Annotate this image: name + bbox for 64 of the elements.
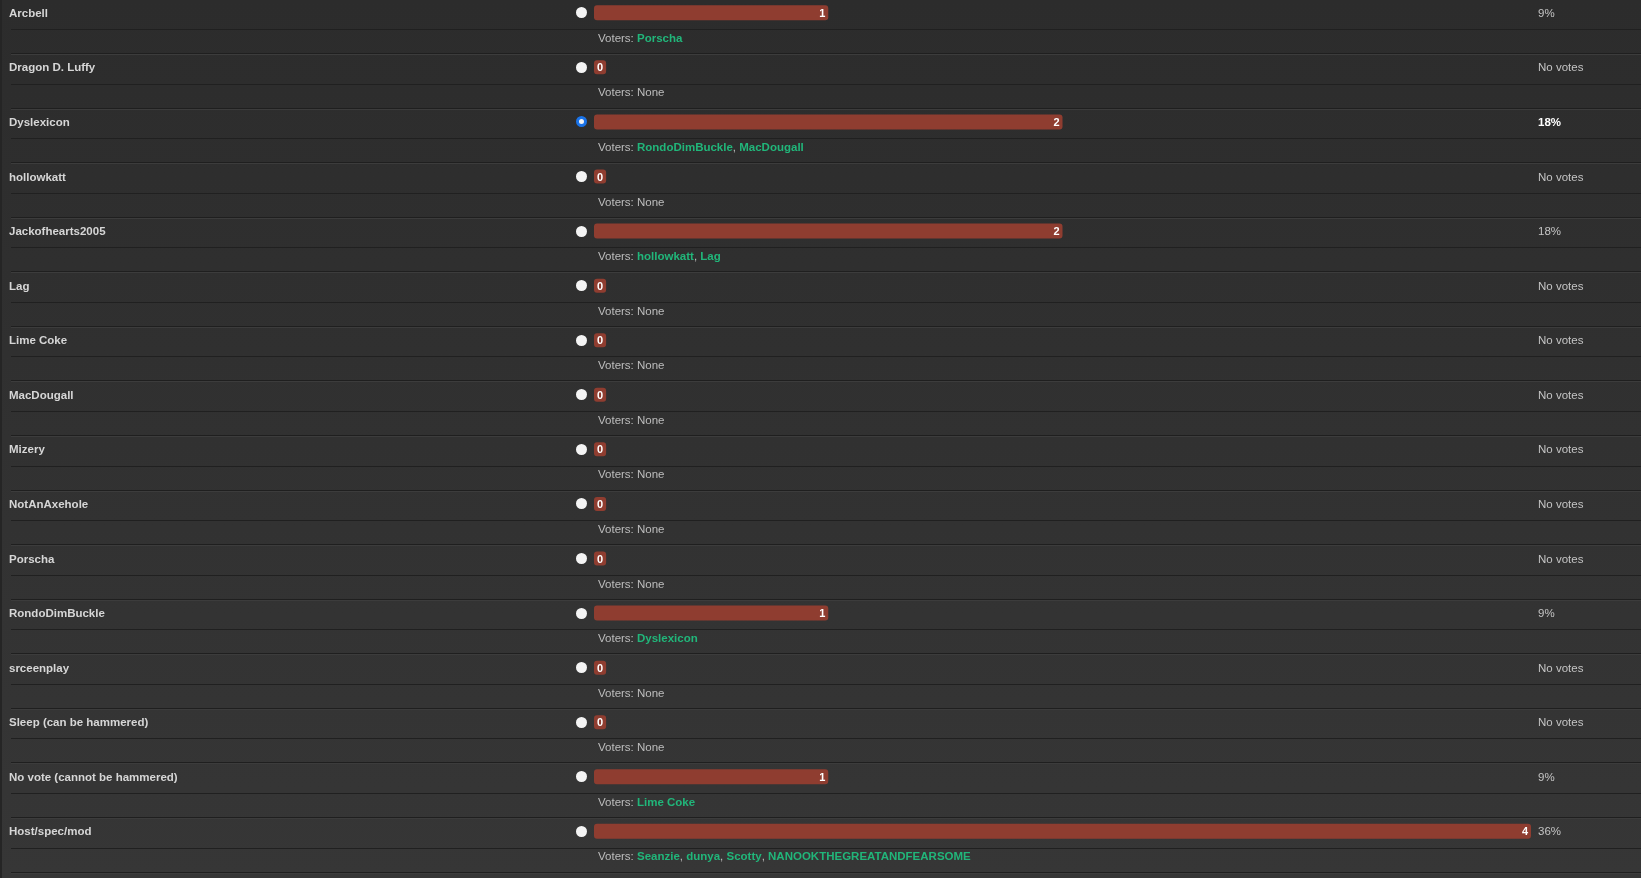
text: 18%	[1538, 114, 1562, 130]
annotation: Voters: Porscha	[598, 30, 683, 46]
data-label: 2	[1053, 115, 1060, 128]
y-tick-label: NotAnAxehole	[9, 497, 89, 510]
text: No votes	[1538, 715, 1584, 731]
annotation: Voters: None	[598, 358, 665, 374]
y-tick-label: Arcbell	[9, 6, 48, 19]
annotation: Voters: None	[598, 85, 665, 101]
annotation: Voters: None	[598, 740, 665, 756]
annotation: Voters: None	[598, 685, 665, 701]
annotation: Voters: RondoDimBuckle, MacDougall	[598, 139, 804, 155]
text: No votes	[1538, 660, 1584, 676]
text: No votes	[1538, 278, 1584, 294]
text: No votes	[1538, 169, 1584, 185]
y-tick-label: Jackofhearts2005	[9, 225, 107, 238]
data-label: 0	[597, 716, 604, 729]
y-tick-label: Porscha	[9, 552, 55, 565]
annotation: Voters: None	[598, 412, 665, 428]
data-label: 0	[597, 497, 604, 510]
text: No votes	[1538, 496, 1584, 512]
text: 9%	[1538, 769, 1555, 785]
y-tick-label: Host/spec/mod	[9, 825, 92, 838]
annotation: Voters: hollowkatt, Lag	[598, 249, 721, 265]
annotation: Voters: None	[598, 194, 665, 210]
text: 9%	[1538, 606, 1555, 622]
data-label: 0	[597, 61, 604, 74]
annotation: Voters: None	[598, 303, 665, 319]
data-label: 1	[819, 770, 826, 783]
y-tick-label: RondoDimBuckle	[9, 607, 105, 620]
annotation: Voters: None	[598, 467, 665, 483]
y-tick-label: Lag	[9, 279, 30, 292]
data-label: 0	[597, 552, 604, 565]
data-label: 0	[597, 443, 604, 456]
annotation: Voters: Dyslexicon	[598, 631, 698, 647]
data-label: 4	[1521, 825, 1529, 838]
data-label: 1	[819, 6, 826, 19]
text: No votes	[1538, 60, 1584, 76]
text: 36%	[1538, 824, 1562, 840]
annotation: Voters: Lime Coke	[598, 794, 696, 810]
annotation: Voters: None	[598, 521, 665, 537]
annotation: Voters: None	[598, 576, 665, 592]
y-tick-label: Mizery	[9, 443, 46, 456]
data-label: 0	[597, 661, 604, 674]
y-tick-label: Lime Coke	[9, 334, 68, 347]
y-tick-label: Dragon D. Luffy	[9, 61, 96, 74]
text: No votes	[1538, 387, 1584, 403]
y-tick-label: Sleep (can be hammered)	[9, 716, 149, 729]
data-label: 0	[597, 334, 604, 347]
text: No votes	[1538, 442, 1584, 458]
text: 9%	[1538, 5, 1555, 21]
y-tick-label: MacDougall	[9, 388, 74, 401]
data-label: 0	[597, 170, 604, 183]
data-label: 0	[597, 388, 604, 401]
data-label: 2	[1053, 225, 1060, 238]
text: 18%	[1538, 224, 1562, 240]
y-tick-label: No vote (cannot be hammered)	[9, 770, 178, 783]
y-tick-label: Dyslexicon	[9, 115, 70, 128]
y-tick-label: srceenplay	[9, 661, 70, 674]
text: No votes	[1538, 551, 1584, 567]
annotation: Voters: Seanzie, dunya, Scotty, NANOOKTHEGREATANDFEARSOME	[598, 849, 971, 865]
data-label: 0	[597, 279, 604, 292]
text: No votes	[1538, 333, 1584, 349]
y-tick-label: hollowkatt	[9, 170, 67, 183]
data-label: 1	[819, 607, 826, 620]
